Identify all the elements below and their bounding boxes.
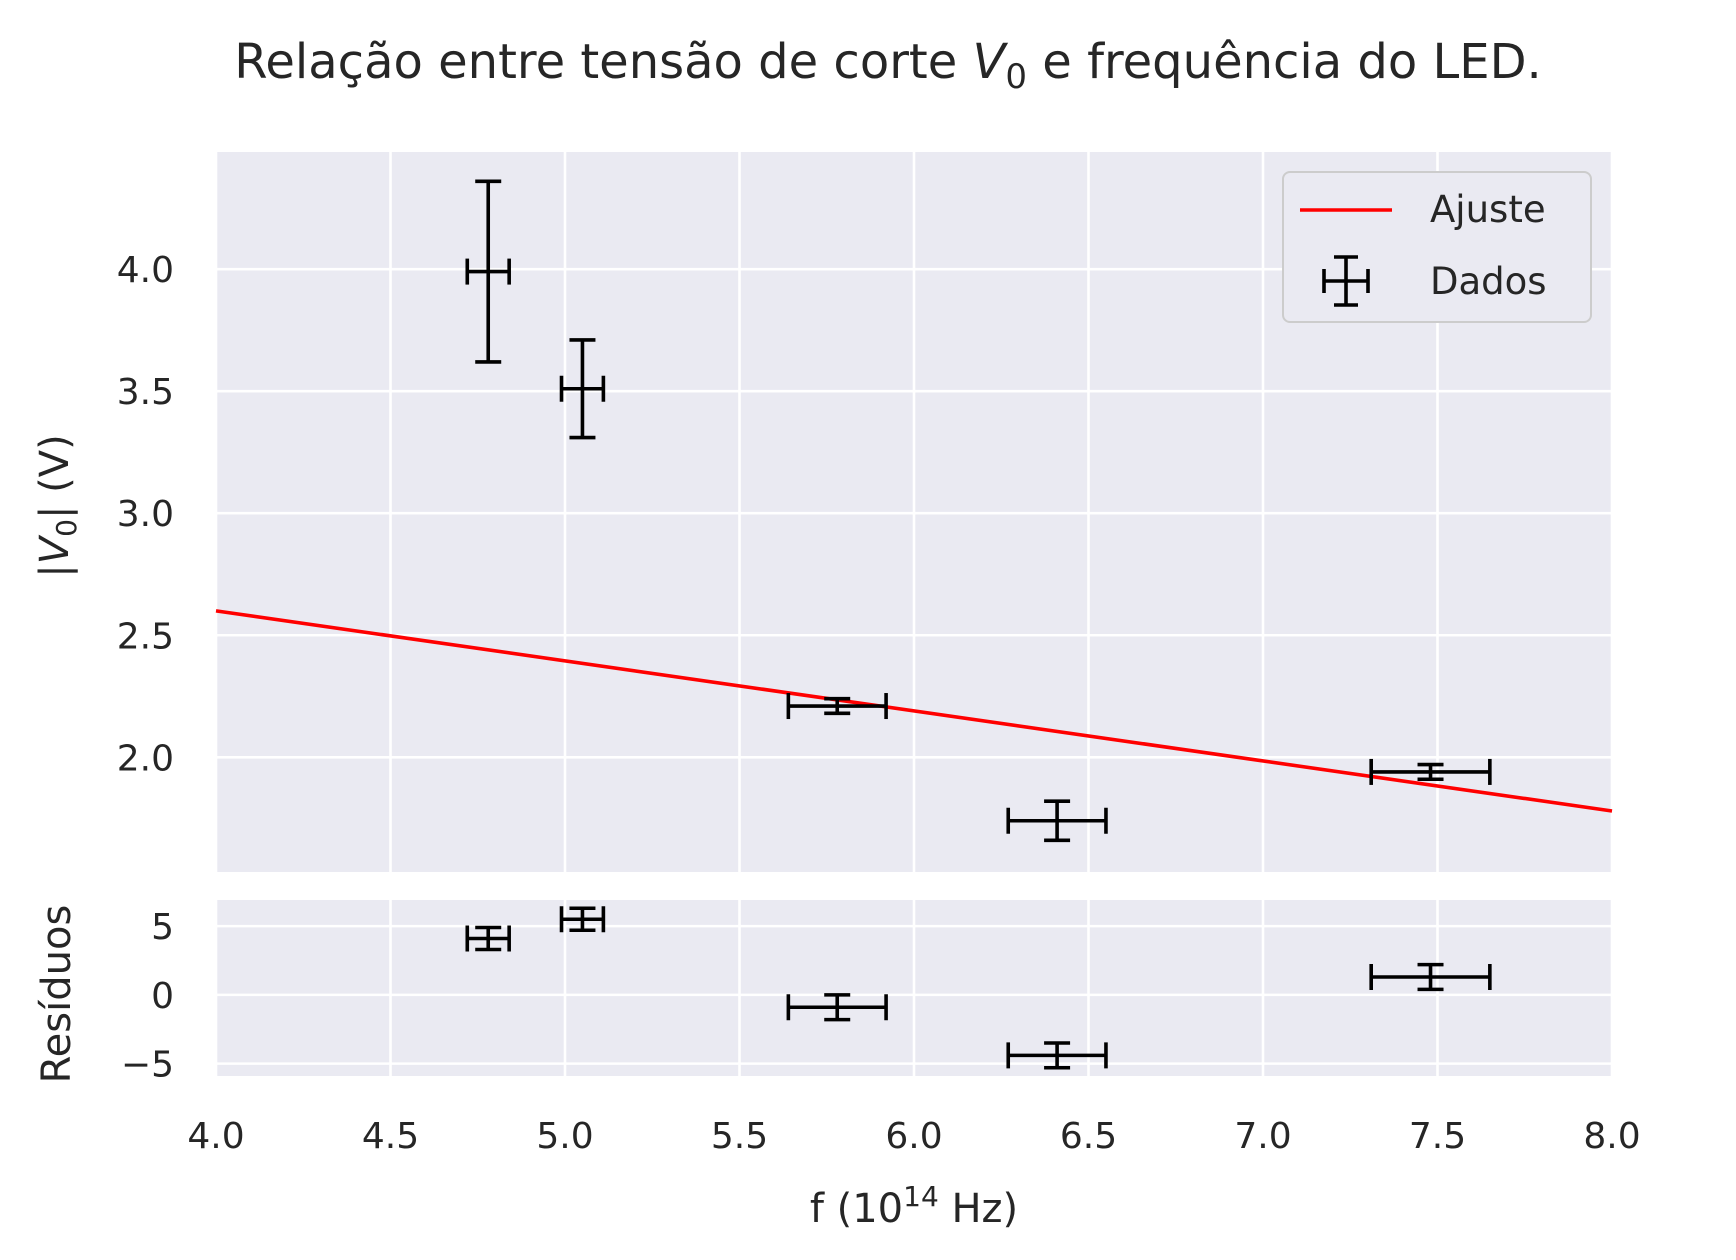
legend-label-fit: Ajuste [1430, 188, 1546, 231]
main-y-tick-label: 2.0 [117, 738, 174, 779]
main-y-tick-label: 4.0 [117, 250, 174, 291]
residual-data-point [1369, 962, 1492, 992]
x-tick-label: 6.0 [885, 1116, 942, 1157]
x-tick-label: 7.0 [1234, 1116, 1291, 1157]
main-data-point [465, 179, 511, 364]
x-tick-label: 6.5 [1060, 1116, 1117, 1157]
legend-data-swatch [1322, 255, 1370, 307]
main-data-point [1369, 758, 1492, 785]
x-axis-label: f (1014 Hz) [810, 1180, 1018, 1232]
main-data-point [559, 338, 606, 440]
x-tick-label: 5.0 [536, 1116, 593, 1157]
x-tick-label: 4.5 [362, 1116, 419, 1157]
residual-data-point [1006, 1041, 1108, 1070]
main-y-tick-label: 2.5 [117, 616, 174, 657]
residual-data-point [559, 906, 606, 933]
legend: Ajuste Dados [1282, 171, 1592, 323]
residual-data-point [786, 993, 888, 1022]
x-tick-label: 4.0 [187, 1116, 244, 1157]
chart-title: Relação entre tensão de corte V0 e frequ… [234, 34, 1542, 97]
main-data-point [1006, 799, 1108, 843]
residual-data-point [465, 925, 511, 952]
x-tick-label: 8.0 [1583, 1116, 1640, 1157]
main-data-point [786, 693, 888, 720]
x-tick-label: 7.5 [1409, 1116, 1466, 1157]
main-y-axis-label: |V0| (V) [32, 434, 83, 577]
x-tick-label: 5.5 [711, 1116, 768, 1157]
legend-label-data: Dados [1430, 260, 1547, 303]
main-y-tick-label: 3.5 [117, 372, 174, 413]
main-y-tick-label: 3.0 [117, 494, 174, 535]
residuals-y-tick-label: 5 [151, 907, 174, 948]
residuals-plot-panel: 4.0 4.5 5.0 5.5 6.0 6.5 7.0 7.5 8.0 5 0 −5 [121, 900, 1641, 1157]
fit-line [215, 609, 1613, 813]
residuals-y-tick-label: 0 [151, 976, 174, 1017]
residuals-y-tick-label: −5 [121, 1045, 174, 1086]
residuals-y-axis-label: Resíduos [34, 905, 80, 1084]
